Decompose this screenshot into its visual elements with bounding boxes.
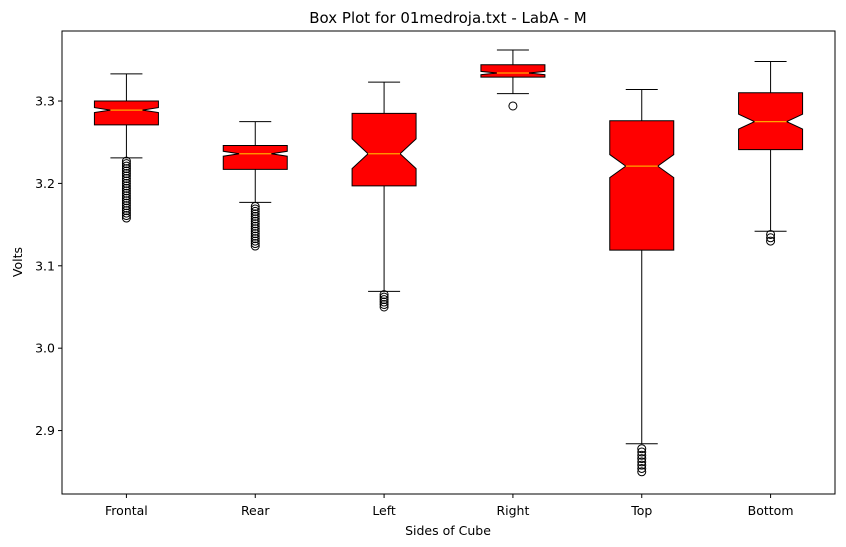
box-right: [480, 64, 546, 78]
box-top: [609, 120, 675, 251]
outlier-point: [766, 236, 776, 246]
outlier-point: [250, 239, 260, 249]
outlier-point: [250, 209, 260, 219]
outlier-point: [121, 156, 131, 166]
outlier-point: [121, 213, 131, 223]
outlier-point: [121, 166, 131, 176]
outlier-point: [250, 224, 260, 234]
outlier-point: [250, 236, 260, 246]
outlier-point: [121, 164, 131, 174]
outlier-point: [121, 178, 131, 188]
x-tick-label: Bottom: [748, 503, 794, 518]
outlier-point: [379, 290, 389, 300]
x-axis-label: Sides of Cube: [405, 523, 491, 538]
y-tick-label: 3.1: [35, 258, 55, 273]
outlier-point: [379, 297, 389, 307]
outlier-point: [250, 216, 260, 226]
y-tick-label: 2.9: [35, 423, 55, 438]
outlier-point: [637, 450, 647, 460]
y-tick-label: 3.0: [35, 341, 55, 356]
outlier-point: [250, 204, 260, 214]
outlier-point: [379, 300, 389, 310]
box-frontal: [93, 100, 159, 126]
outlier-point: [379, 292, 389, 302]
x-tick-label: Rear: [241, 503, 270, 518]
outlier-point: [121, 201, 131, 211]
outlier-point: [637, 454, 647, 464]
outlier-point: [250, 206, 260, 216]
y-axis-label: Volts: [10, 247, 25, 277]
outlier-point: [250, 226, 260, 236]
y-tick-label: 3.3: [35, 94, 55, 109]
outlier-point: [250, 241, 260, 251]
box-rear: [222, 145, 288, 170]
outlier-point: [637, 447, 647, 457]
chart-title: Box Plot for 01medroja.txt - LabA - M: [309, 9, 587, 27]
outlier-point: [637, 467, 647, 477]
outlier-point: [250, 201, 260, 211]
outlier-point: [250, 221, 260, 231]
outlier-point: [121, 206, 131, 216]
x-tick-label: Right: [496, 503, 529, 518]
outlier-point: [379, 302, 389, 312]
outlier-point: [121, 181, 131, 191]
x-tick-label: Top: [630, 503, 652, 518]
outlier-point: [121, 159, 131, 169]
outlier-point: [637, 444, 647, 454]
outlier-point: [250, 231, 260, 241]
outlier-point: [121, 193, 131, 203]
outlier-point: [121, 169, 131, 179]
outlier-point: [121, 208, 131, 218]
outlier-point: [250, 234, 260, 244]
outlier-point: [121, 186, 131, 196]
y-tick-label: 3.2: [35, 176, 55, 191]
outlier-point: [121, 188, 131, 198]
plot-area: 2.9 3.0 3.1 3.2 3.3 Frontal Rear Left Right Top Bo…: [35, 49, 804, 518]
outlier-point: [121, 171, 131, 181]
outlier-point: [766, 233, 776, 243]
outlier-point: [121, 161, 131, 171]
outlier-point: [121, 198, 131, 208]
outlier-point: [637, 463, 647, 473]
outlier-point: [121, 183, 131, 193]
outlier-point: [121, 176, 131, 186]
axes-frame: [61, 30, 836, 495]
box-left: [351, 112, 417, 187]
x-tick-label: Frontal: [105, 503, 148, 518]
outlier-point: [766, 229, 776, 239]
outlier-point: [121, 173, 131, 183]
outlier-point: [250, 214, 260, 224]
outlier-point: [250, 229, 260, 239]
outlier-point: [121, 203, 131, 213]
outlier-point: [121, 196, 131, 206]
outlier-point: [121, 191, 131, 201]
outlier-point: [379, 295, 389, 305]
outlier-point: [637, 460, 647, 470]
outlier-point: [637, 457, 647, 467]
outlier-point: [508, 101, 518, 111]
outlier-point: [250, 219, 260, 229]
outlier-point: [121, 211, 131, 221]
x-tick-label: Left: [372, 503, 396, 518]
outlier-point: [250, 211, 260, 221]
